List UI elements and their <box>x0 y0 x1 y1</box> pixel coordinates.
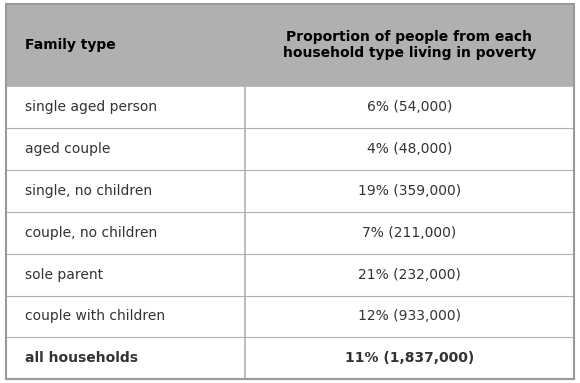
FancyBboxPatch shape <box>6 212 574 254</box>
FancyBboxPatch shape <box>6 296 574 337</box>
Text: aged couple: aged couple <box>25 142 110 156</box>
Text: all households: all households <box>25 351 138 365</box>
Text: 6% (54,000): 6% (54,000) <box>367 100 452 114</box>
Text: sole parent: sole parent <box>25 268 103 282</box>
FancyBboxPatch shape <box>6 4 574 87</box>
FancyBboxPatch shape <box>6 337 574 379</box>
FancyBboxPatch shape <box>6 170 574 212</box>
Text: Proportion of people from each
household type living in poverty: Proportion of people from each household… <box>282 30 536 60</box>
Text: 7% (211,000): 7% (211,000) <box>362 226 456 240</box>
Text: 4% (48,000): 4% (48,000) <box>367 142 452 156</box>
Text: couple, no children: couple, no children <box>25 226 157 240</box>
Text: single, no children: single, no children <box>25 184 152 198</box>
Text: 21% (232,000): 21% (232,000) <box>358 268 461 282</box>
FancyBboxPatch shape <box>6 87 574 128</box>
Text: single aged person: single aged person <box>25 100 157 114</box>
FancyBboxPatch shape <box>6 128 574 170</box>
Text: 11% (1,837,000): 11% (1,837,000) <box>345 351 474 365</box>
FancyBboxPatch shape <box>6 254 574 296</box>
Text: couple with children: couple with children <box>25 309 165 323</box>
Text: 19% (359,000): 19% (359,000) <box>358 184 461 198</box>
Text: 12% (933,000): 12% (933,000) <box>358 309 461 323</box>
Text: Family type: Family type <box>25 38 115 52</box>
